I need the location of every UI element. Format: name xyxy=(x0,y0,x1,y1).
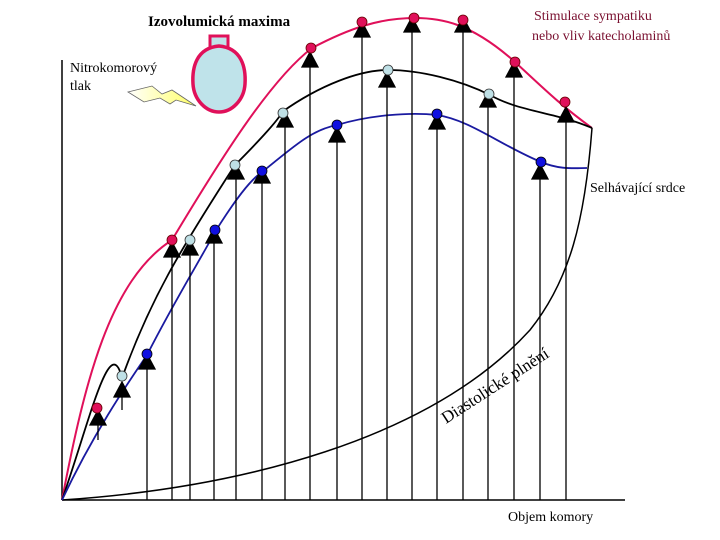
diastolic-filling-label: Diastolické plnění xyxy=(438,344,553,428)
pressure-label-line1: Nitrokomorový xyxy=(70,61,157,76)
normal-markers xyxy=(116,64,495,382)
normal-curve xyxy=(61,69,593,501)
sympathetic-label-line2: nebo vliv katecholaminů xyxy=(532,29,670,44)
pressure-label-line2: tlak xyxy=(70,79,91,94)
failing-markers xyxy=(141,108,547,360)
ventricle-icon xyxy=(191,34,247,114)
lightning-bolt-icon xyxy=(126,85,197,107)
failing-heart-curve xyxy=(61,113,588,501)
isovolumic-max-label: Izovolumická maxima xyxy=(148,14,291,30)
sympathetic-label-line1: Stimulace sympatiku xyxy=(534,9,652,24)
sympathetic-markers xyxy=(91,12,571,414)
volume-axis-label: Objem komory xyxy=(508,510,593,525)
failing-heart-label: Selhávající srdce xyxy=(590,181,685,196)
arrows xyxy=(88,15,576,500)
diastolic-filling-curve xyxy=(61,127,593,501)
